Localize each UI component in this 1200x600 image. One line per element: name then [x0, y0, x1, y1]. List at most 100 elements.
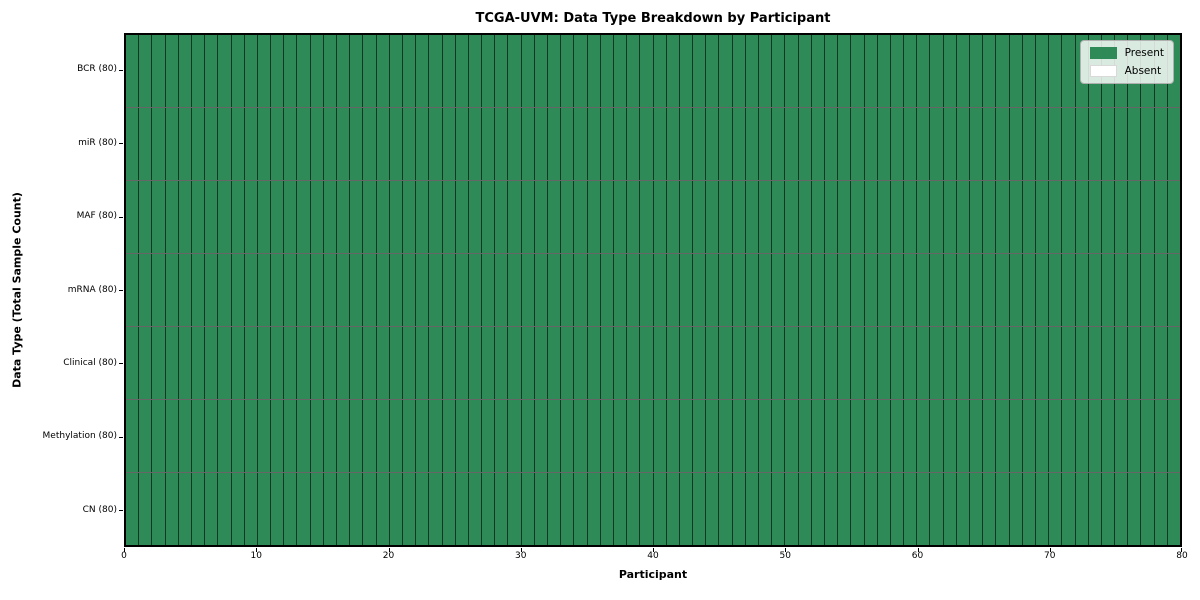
present-swatch-icon — [1089, 47, 1117, 59]
heatmap-cell — [376, 254, 390, 326]
heatmap-cell — [1167, 108, 1180, 180]
heatmap-row-miR — [126, 108, 1180, 181]
heatmap-cell — [1062, 181, 1076, 253]
heatmap-cell — [350, 473, 364, 545]
heatmap-cell — [864, 108, 878, 180]
heatmap-cell — [442, 327, 456, 399]
heatmap-cell — [706, 35, 720, 107]
heatmap-cell — [126, 254, 140, 326]
heatmap-cell — [534, 327, 548, 399]
heatmap-cell — [745, 108, 759, 180]
heatmap-cell — [904, 473, 918, 545]
heatmap-cell — [1154, 327, 1168, 399]
x-tick-label: 60 — [911, 551, 924, 561]
heatmap-cell — [521, 400, 535, 472]
heatmap-cell — [772, 35, 786, 107]
heatmap-cell — [244, 400, 258, 472]
heatmap-cell — [1009, 35, 1023, 107]
heatmap-cell — [600, 108, 614, 180]
heatmap-cell — [666, 473, 680, 545]
heatmap-cell — [218, 35, 232, 107]
heatmap-cell — [811, 473, 825, 545]
heatmap-cell — [323, 35, 337, 107]
heatmap-cell — [350, 400, 364, 472]
heatmap-cell — [284, 473, 298, 545]
heatmap-cell — [970, 400, 984, 472]
heatmap-cell — [495, 254, 509, 326]
heatmap-cell — [231, 181, 245, 253]
heatmap-cell — [139, 35, 153, 107]
heatmap-cell — [719, 35, 733, 107]
heatmap-cell — [402, 181, 417, 253]
heatmap-cell — [943, 400, 957, 472]
heatmap-cell — [719, 254, 733, 326]
heatmap-cell — [1009, 108, 1023, 180]
heatmap-cell — [363, 181, 377, 253]
heatmap-cell — [1088, 254, 1102, 326]
heatmap-cell — [943, 473, 957, 545]
heatmap-cell — [165, 108, 179, 180]
heatmap-cell — [205, 327, 219, 399]
heatmap-cell — [1022, 473, 1036, 545]
heatmap-cell — [1141, 473, 1155, 545]
heatmap-cell — [798, 35, 812, 107]
heatmap-cell — [904, 254, 918, 326]
heatmap-cell — [231, 108, 245, 180]
heatmap-cell — [402, 327, 417, 399]
heatmap-cell — [191, 473, 206, 545]
heatmap-cell — [785, 108, 799, 180]
heatmap-cell — [679, 400, 694, 472]
heatmap-cell — [534, 181, 548, 253]
heatmap-cell — [798, 327, 812, 399]
heatmap-cell — [508, 327, 522, 399]
legend-item-absent: Absent — [1089, 65, 1164, 77]
heatmap-cell — [917, 181, 931, 253]
heatmap-cell — [455, 254, 469, 326]
heatmap-cell — [666, 181, 680, 253]
heatmap-cell — [864, 327, 878, 399]
heatmap-cell — [205, 473, 219, 545]
heatmap-cell — [1154, 473, 1168, 545]
heatmap-cell — [613, 108, 628, 180]
heatmap-cell — [165, 400, 179, 472]
heatmap-cell — [851, 35, 865, 107]
heatmap-cell — [666, 327, 680, 399]
legend-label: Present — [1124, 47, 1164, 59]
heatmap-cell — [271, 473, 285, 545]
x-axis-label: Participant — [618, 568, 688, 581]
heatmap-cell — [732, 254, 746, 326]
heatmap-cell — [297, 473, 311, 545]
heatmap-cell — [244, 327, 258, 399]
heatmap-cell — [1035, 254, 1050, 326]
y-tick-mark — [119, 363, 123, 364]
heatmap-cell — [429, 181, 443, 253]
heatmap-cell — [126, 327, 140, 399]
heatmap-cell — [838, 327, 852, 399]
x-tick-mark — [256, 548, 257, 552]
y-tick-label: miR (80) — [78, 137, 117, 148]
x-tick-mark — [1181, 548, 1182, 552]
heatmap-cell — [706, 181, 720, 253]
heatmap-cell — [811, 327, 825, 399]
heatmap-cell — [798, 108, 812, 180]
heatmap-cell — [890, 473, 905, 545]
heatmap-cell — [561, 108, 575, 180]
heatmap-cell — [429, 400, 443, 472]
heatmap-cell — [1009, 327, 1023, 399]
heatmap-cell — [996, 327, 1010, 399]
heatmap-cell — [1049, 108, 1063, 180]
heatmap-cell — [297, 254, 311, 326]
heatmap-cell — [890, 181, 905, 253]
heatmap-cell — [310, 254, 324, 326]
heatmap-cell — [1115, 108, 1129, 180]
heatmap-cell — [548, 108, 562, 180]
heatmap-cell — [271, 181, 285, 253]
heatmap-cell — [996, 473, 1010, 545]
heatmap-cell — [1101, 254, 1116, 326]
heatmap-cell — [890, 254, 905, 326]
heatmap-cell — [165, 327, 179, 399]
heatmap-cell — [970, 108, 984, 180]
heatmap-cell — [191, 108, 206, 180]
heatmap-cell — [983, 254, 997, 326]
heatmap-cell — [877, 35, 891, 107]
